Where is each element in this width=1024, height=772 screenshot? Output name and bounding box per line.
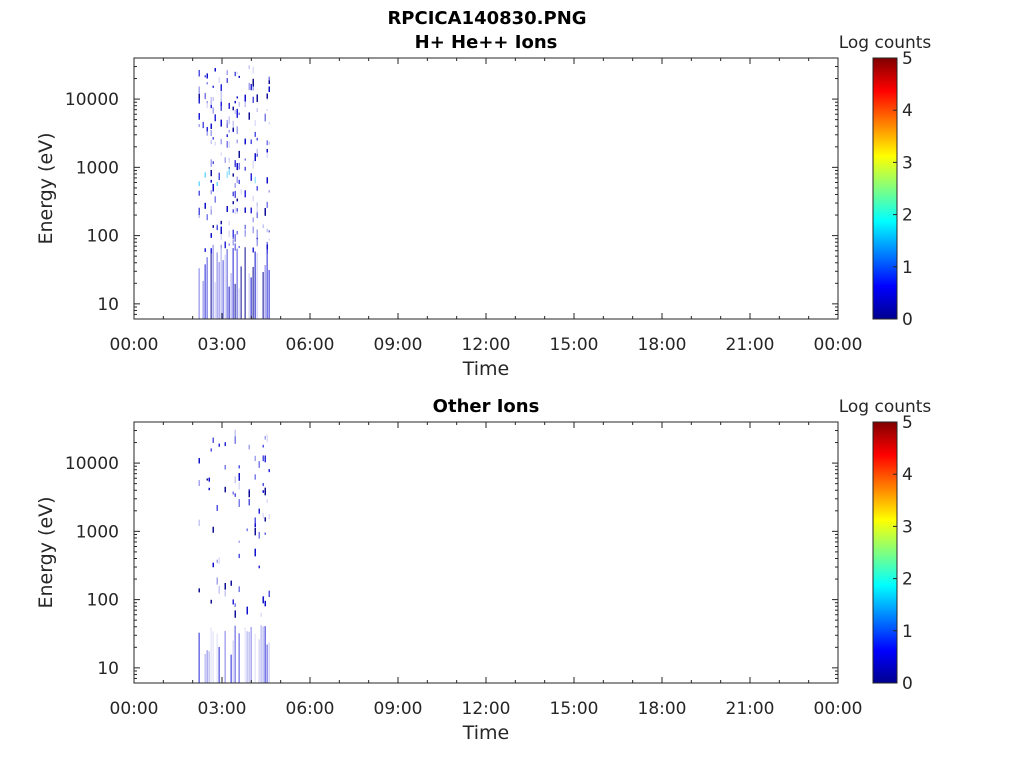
x-axis-label: Time — [462, 358, 510, 380]
x-tick-label: 18:00 — [638, 699, 687, 719]
x-tick-label: 18:00 — [638, 335, 687, 355]
x-tick-label: 21:00 — [726, 699, 775, 719]
colorbar-label: Log counts — [839, 33, 932, 53]
colorbar-tick-label: 4 — [902, 101, 913, 121]
colorbar-tick-label: 1 — [902, 258, 913, 278]
x-tick-label: 00:00 — [814, 335, 863, 355]
x-tick-label: 09:00 — [374, 699, 423, 719]
colorbar-tick-label: 0 — [902, 674, 913, 694]
colorbar-tick-label: 1 — [902, 622, 913, 642]
colorbar-label: Log counts — [839, 397, 932, 417]
x-tick-label: 21:00 — [726, 335, 775, 355]
panel-2: Other Ions 00:00 03:00 06:00 09:00 12:00 15:00… — [35, 396, 931, 744]
x-tick-label: 09:00 — [374, 335, 423, 355]
colorbar-tick-label: 2 — [902, 206, 913, 226]
panel-title: Other Ions — [433, 396, 540, 417]
y-tick-label: 100 — [87, 591, 119, 611]
y-tick-label: 10000 — [65, 90, 119, 110]
colorbar — [872, 421, 898, 684]
x-tick-label: 03:00 — [198, 335, 247, 355]
y-tick-label: 10000 — [65, 454, 119, 474]
x-tick-label: 00:00 — [110, 335, 159, 355]
y-axis-label: Energy (eV) — [35, 132, 57, 244]
figure-title: RPCICA140830.PNG — [387, 8, 586, 29]
spectrogram-data — [198, 429, 270, 683]
colorbar-tick-label: 3 — [902, 153, 913, 173]
y-tick-label: 1000 — [76, 522, 119, 542]
colorbar-tick-label: 3 — [902, 517, 913, 537]
x-tick-label: 06:00 — [286, 335, 335, 355]
y-tick-label: 10 — [97, 295, 119, 315]
x-axis-label: Time — [462, 722, 510, 744]
x-tick-label: 03:00 — [198, 699, 247, 719]
colorbar — [872, 57, 898, 320]
colorbar-tick-label: 5 — [902, 49, 913, 69]
x-tick-label: 12:00 — [462, 335, 511, 355]
x-tick-label: 00:00 — [110, 699, 159, 719]
y-tick-label: 1000 — [76, 158, 119, 178]
y-tick-label: 10 — [97, 659, 119, 679]
spectrogram-data — [198, 65, 270, 319]
panel-1: H+ He++ Ions 00:00 03:00 06:00 09:00 12:00 15:… — [35, 32, 931, 380]
colorbar-tick-label: 4 — [902, 465, 913, 485]
colorbar-tick-label: 0 — [902, 310, 913, 330]
x-tick-label: 06:00 — [286, 699, 335, 719]
x-tick-label: 12:00 — [462, 699, 511, 719]
y-axis-label: Energy (eV) — [35, 496, 57, 608]
x-tick-label: 00:00 — [814, 699, 863, 719]
x-tick-label: 15:00 — [550, 699, 599, 719]
axes-frame — [133, 57, 839, 320]
y-tick-label: 100 — [87, 227, 119, 247]
colorbar-tick-label: 2 — [902, 570, 913, 590]
panel-title: H+ He++ Ions — [415, 32, 558, 53]
x-tick-label: 15:00 — [550, 335, 599, 355]
colorbar-tick-label: 5 — [902, 413, 913, 433]
